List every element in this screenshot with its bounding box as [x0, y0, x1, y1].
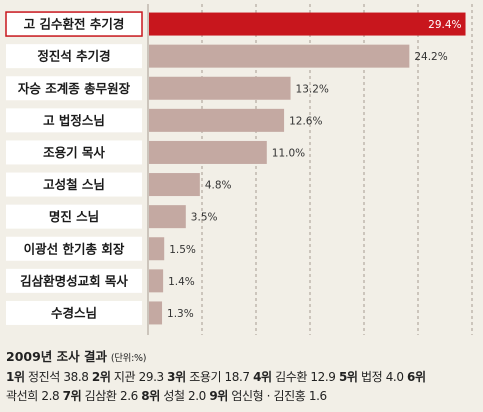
value-label: 12.6% — [289, 115, 322, 127]
category-label: 고성철 스님 — [43, 177, 105, 192]
footer-entry: 7위 김삼환 2.6 — [62, 389, 139, 403]
category-label-box — [6, 204, 142, 229]
footer-entry: 6위 — [407, 370, 426, 384]
category-label-box — [6, 140, 142, 165]
bar — [149, 76, 291, 100]
footer-line-1: 1위 정진석 38.8 2위 지관 29.3 3위 조용기 18.7 4위 김수… — [6, 368, 478, 387]
value-label: 1.4% — [168, 276, 195, 288]
category-label-box — [6, 172, 142, 197]
category-label: 명진 스님 — [49, 209, 99, 224]
bar — [149, 205, 186, 229]
value-label: 3.5% — [191, 212, 218, 224]
value-label: 4.8% — [205, 180, 232, 192]
category-label: 자승 조계종 총무원장 — [18, 81, 131, 96]
category-label: 수경스님 — [51, 305, 97, 320]
bar-chart: 고 김수환전 추기경 29.4% 정진석 추기경 24.2% 자승 조계종 총무원장 13… — [5, 4, 473, 335]
footer-entry: 1위 정진석 38.8 — [6, 370, 89, 384]
footer-entry: 5위 법정 4.0 — [338, 370, 404, 384]
category-label: 고 김수환전 추기경 — [24, 17, 125, 32]
category-label-box — [6, 236, 142, 261]
value-label: 13.2% — [296, 83, 329, 95]
bar — [149, 301, 163, 325]
category-label-box — [6, 268, 142, 293]
bar — [149, 12, 466, 36]
footer-entry: 4위 김수환 12.9 — [253, 370, 336, 384]
footer-entry: 8위 성철 2.0 — [141, 389, 206, 403]
footer-entry: 2위 지관 29.3 — [91, 370, 164, 384]
bar — [149, 237, 165, 261]
category-label: 조용기 목사 — [43, 145, 105, 160]
bar — [149, 108, 285, 132]
value-label: 1.5% — [169, 244, 196, 256]
category-label-box — [6, 300, 142, 325]
category-label-box — [6, 76, 142, 101]
footer-unit: (단위:%) — [110, 353, 147, 364]
footer-entry: 3위 조용기 18.7 — [167, 370, 250, 384]
bar — [149, 269, 164, 293]
footer-heading: 2009년 조사 결과 (단위:%) — [6, 347, 478, 368]
value-label: 11.0% — [272, 147, 305, 159]
footer-line-2: 곽선희 2.8 7위 김삼환 2.6 8위 성철 2.0 9위 엄신형 · 김진… — [6, 387, 478, 406]
footer-title: 2009년 조사 결과 — [6, 349, 107, 364]
value-label: 24.2% — [414, 51, 447, 63]
category-label: 정진석 추기경 — [37, 49, 110, 64]
category-label-box — [6, 44, 142, 69]
category-label: 고 법정스님 — [43, 113, 105, 128]
value-label: 29.4% — [428, 19, 461, 31]
bar — [149, 140, 267, 164]
bar — [149, 173, 200, 197]
survey-footer: 2009년 조사 결과 (단위:%) 1위 정진석 38.8 2위 지관 29.… — [6, 347, 478, 406]
category-label-box — [6, 108, 142, 133]
footer-entry: 곽선희 2.8 — [6, 389, 60, 403]
category-label-box — [5, 11, 143, 37]
bar — [149, 44, 410, 68]
footer-entry: 9위 엄신형 · 김진홍 1.6 — [209, 389, 327, 403]
value-label: 1.3% — [167, 308, 194, 320]
category-label: 김삼환명성교회 목사 — [20, 273, 128, 288]
category-label: 이광선 한기총 회장 — [24, 241, 125, 256]
